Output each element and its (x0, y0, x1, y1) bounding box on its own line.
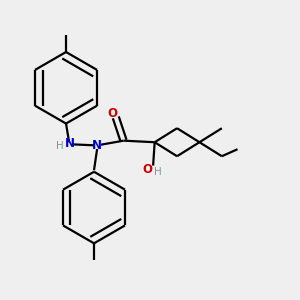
Text: H: H (56, 141, 64, 151)
Text: N: N (92, 139, 102, 152)
Text: H: H (154, 167, 162, 177)
Text: O: O (108, 107, 118, 120)
Text: N: N (65, 137, 75, 150)
Text: O: O (142, 163, 152, 176)
